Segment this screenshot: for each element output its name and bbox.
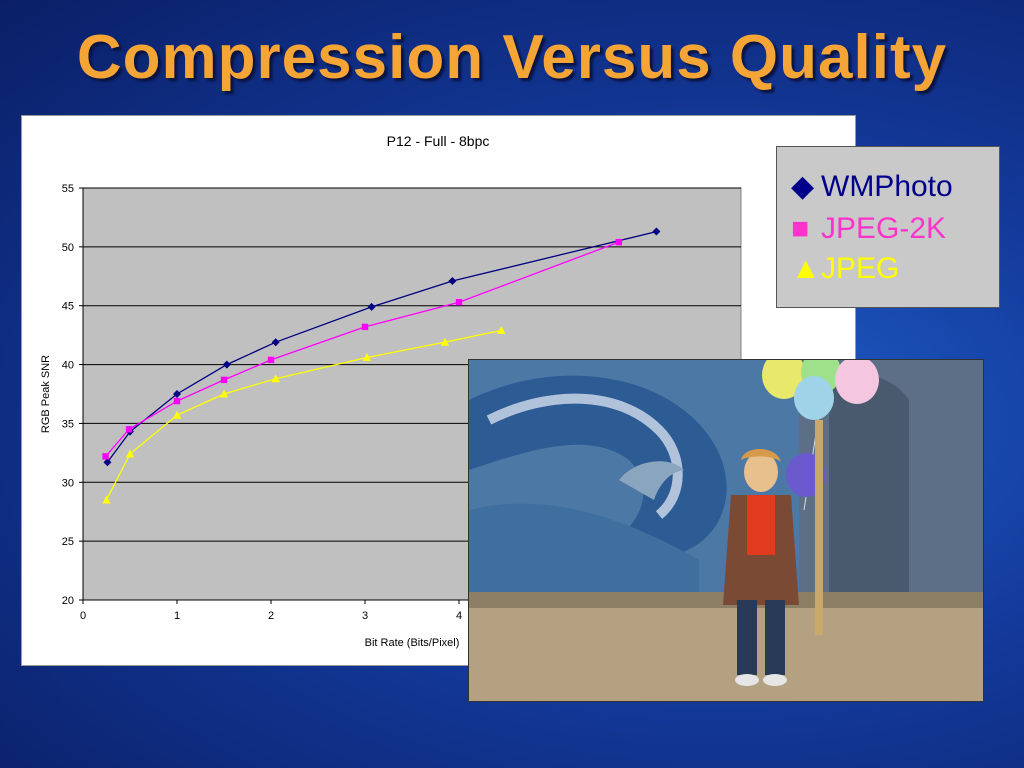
y-tick-label: 25 [62,536,74,548]
y-tick-label: 35 [62,418,74,430]
data-point-jpeg2k [267,356,275,364]
x-tick-label: 1 [174,610,180,622]
data-point-jpeg [497,325,506,334]
x-tick-label: 0 [80,610,86,622]
y-tick-label: 20 [62,595,74,607]
y-axis-label: RGB Peak SNR [40,355,52,433]
data-point-jpeg2k [615,238,622,246]
chart-title: P12 - Full - 8bpc [387,133,490,149]
legend-item-jpeg: ▲JPEG [791,251,899,287]
y-tick-label: 40 [62,360,74,372]
data-point-jpeg [125,449,135,458]
y-tick-label: 30 [62,477,74,489]
data-point-jpeg [440,337,450,346]
data-point-jpeg [172,410,182,419]
sample-photo [468,359,984,702]
x-axis-label: Bit Rate (Bits/Pixel) [365,637,460,649]
data-point-wmphoto [222,360,231,369]
x-tick-label: 3 [362,610,368,622]
data-point-jpeg [219,389,229,398]
legend: ◆ WMPhoto ■ JPEG-2K ▲JPEG [776,146,1000,308]
legend-marker-wmphoto: ◆ [791,170,815,203]
series-line-jpeg2k [105,241,620,457]
data-point-jpeg2k [125,426,133,433]
data-point-jpeg2k [361,323,369,331]
x-tick-label: 4 [456,610,462,622]
data-point-wmphoto [103,458,112,467]
legend-marker-jpeg: ▲ [791,252,821,285]
y-tick-label: 45 [62,301,74,313]
data-point-jpeg2k [220,376,228,384]
x-tick-label: 2 [268,610,274,622]
legend-item-jpeg2k: ■ JPEG-2K [791,211,946,247]
data-point-jpeg [102,495,111,504]
data-point-wmphoto [652,227,661,236]
legend-marker-jpeg2k: ■ [791,212,810,245]
legend-label-jpeg: JPEG [821,252,900,285]
data-point-wmphoto [367,302,376,311]
data-point-jpeg [362,353,372,362]
legend-label-wmphoto: WMPhoto [821,170,953,203]
y-tick-label: 55 [62,183,74,195]
slide-title: Compression Versus Quality [76,23,948,92]
photo-illustration [469,360,983,701]
series-line-wmphoto [106,230,657,463]
data-point-wmphoto [173,390,181,398]
legend-item-wmphoto: ◆ WMPhoto [791,169,953,205]
data-point-wmphoto [271,338,280,347]
data-point-jpeg2k [173,397,181,405]
data-point-jpeg [271,374,280,383]
data-point-jpeg2k [455,298,463,306]
series-line-jpeg [105,329,502,501]
data-point-wmphoto [448,276,457,285]
y-tick-label: 50 [62,242,74,254]
data-point-jpeg2k [102,453,109,460]
legend-label-jpeg2k: JPEG-2K [821,212,947,245]
